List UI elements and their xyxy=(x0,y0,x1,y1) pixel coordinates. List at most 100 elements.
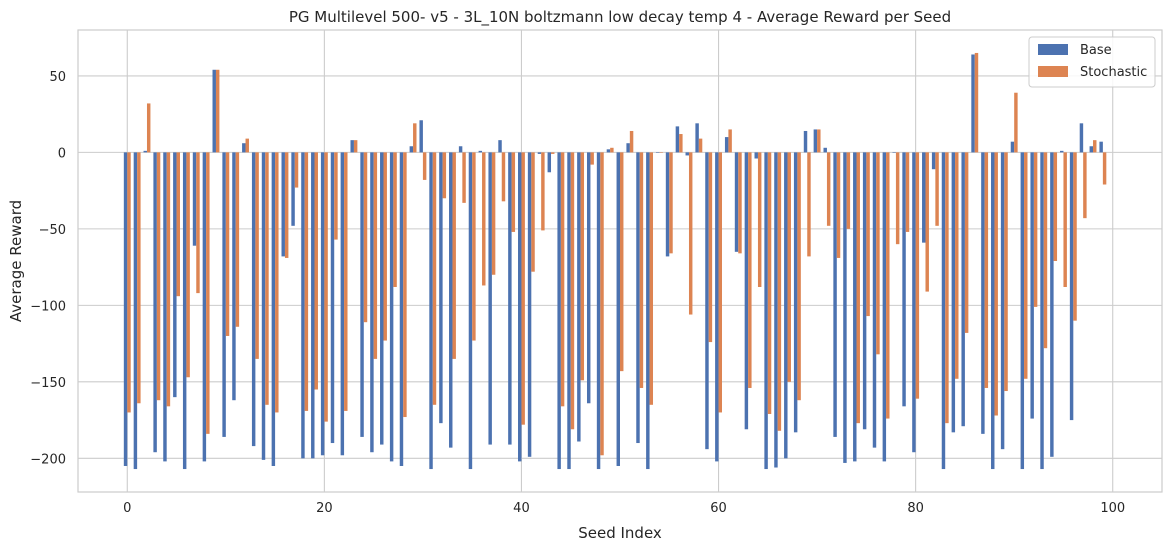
y-tick-label: 50 xyxy=(49,70,66,85)
bar-stochastic-44 xyxy=(560,152,565,407)
bar-base-76 xyxy=(872,152,877,448)
legend-swatch-base xyxy=(1038,44,1068,55)
bar-stochastic-65 xyxy=(767,152,772,414)
chart-title: PG Multilevel 500- v5 - 3L_10N boltzmann… xyxy=(289,8,951,27)
bar-base-2 xyxy=(143,150,147,153)
bar-stochastic-12 xyxy=(245,138,249,153)
bar-stochastic-29 xyxy=(413,123,417,153)
bar-stochastic-17 xyxy=(294,152,299,188)
bar-stochastic-55 xyxy=(669,152,673,254)
x-tick-label: 80 xyxy=(907,501,924,516)
x-tick-label: 100 xyxy=(1100,501,1125,516)
bar-base-44 xyxy=(557,152,561,470)
bar-base-57 xyxy=(685,152,689,156)
bar-base-27 xyxy=(389,152,394,462)
bar-base-87 xyxy=(981,152,985,434)
bar-base-78 xyxy=(892,152,896,153)
bar-stochastic-35 xyxy=(472,152,476,341)
bar-base-93 xyxy=(1040,152,1044,470)
bar-stochastic-49 xyxy=(610,147,614,153)
bar-base-9 xyxy=(212,69,216,153)
bar-stochastic-53 xyxy=(649,152,654,405)
bar-base-36 xyxy=(478,150,483,153)
bar-base-20 xyxy=(320,152,325,456)
bar-stochastic-34 xyxy=(462,152,466,203)
bar-stochastic-14 xyxy=(265,152,269,405)
bar-base-21 xyxy=(330,152,335,444)
bar-base-48 xyxy=(596,152,601,470)
bar-stochastic-89 xyxy=(1004,152,1008,392)
bar-base-51 xyxy=(626,143,630,153)
bar-base-34 xyxy=(458,146,463,153)
bar-stochastic-42 xyxy=(541,152,545,231)
bar-stochastic-2 xyxy=(146,103,151,153)
bar-stochastic-61 xyxy=(728,129,732,153)
bar-base-42 xyxy=(537,152,542,154)
bar-stochastic-98 xyxy=(1093,140,1097,153)
bar-stochastic-96 xyxy=(1073,152,1077,321)
bar-base-71 xyxy=(823,147,827,153)
bar-base-74 xyxy=(853,152,857,462)
bar-base-72 xyxy=(833,152,837,437)
bar-base-29 xyxy=(409,146,414,153)
bar-stochastic-38 xyxy=(501,152,506,202)
bar-base-17 xyxy=(291,152,295,226)
bar-stochastic-36 xyxy=(482,152,486,286)
bar-stochastic-83 xyxy=(945,152,949,424)
bar-stochastic-10 xyxy=(225,152,230,336)
bar-base-10 xyxy=(222,152,226,437)
bar-stochastic-19 xyxy=(314,152,318,390)
bar-stochastic-39 xyxy=(511,152,516,232)
bar-base-70 xyxy=(813,129,818,153)
bar-base-14 xyxy=(261,152,266,460)
bar-base-60 xyxy=(715,152,719,462)
bar-stochastic-77 xyxy=(886,152,890,419)
bar-base-99 xyxy=(1099,141,1103,153)
bar-stochastic-70 xyxy=(817,129,821,153)
bar-base-92 xyxy=(1030,152,1034,419)
bar-base-50 xyxy=(616,152,620,466)
bar-stochastic-69 xyxy=(807,152,811,257)
bar-base-33 xyxy=(449,152,453,448)
y-tick-label: −150 xyxy=(30,376,66,391)
bar-stochastic-63 xyxy=(748,152,752,388)
bar-stochastic-21 xyxy=(334,152,338,240)
bar-stochastic-95 xyxy=(1063,152,1067,287)
bar-base-28 xyxy=(399,152,404,466)
x-tick-label: 0 xyxy=(123,501,131,516)
bar-base-53 xyxy=(646,152,650,470)
bar-base-45 xyxy=(567,152,571,470)
bar-stochastic-15 xyxy=(275,152,279,413)
bar-stochastic-24 xyxy=(363,152,368,323)
bar-stochastic-30 xyxy=(422,152,427,180)
bar-stochastic-85 xyxy=(964,152,969,333)
bar-stochastic-43 xyxy=(551,152,555,154)
bar-base-77 xyxy=(882,152,887,462)
bar-stochastic-56 xyxy=(679,134,683,153)
bar-stochastic-99 xyxy=(1102,152,1107,185)
bar-stochastic-84 xyxy=(955,152,959,379)
bar-base-59 xyxy=(705,152,709,450)
bar-base-39 xyxy=(508,152,512,445)
bar-stochastic-90 xyxy=(1014,92,1018,153)
legend-label-stochastic: Stochastic xyxy=(1080,65,1147,80)
x-axis-label: Seed Index xyxy=(578,524,662,542)
bar-stochastic-23 xyxy=(353,140,358,153)
bar-base-19 xyxy=(311,152,315,459)
bar-base-88 xyxy=(991,152,995,470)
bar-stochastic-3 xyxy=(156,152,161,401)
bar-stochastic-4 xyxy=(166,152,171,407)
bar-base-83 xyxy=(941,152,946,470)
bar-base-6 xyxy=(182,152,187,470)
bar-base-98 xyxy=(1089,146,1094,153)
bar-stochastic-73 xyxy=(846,152,851,229)
bar-base-15 xyxy=(271,152,276,466)
bar-stochastic-79 xyxy=(905,152,910,232)
bar-stochastic-41 xyxy=(531,152,535,272)
bar-stochastic-45 xyxy=(570,152,575,430)
bar-base-24 xyxy=(360,152,364,437)
bar-stochastic-22 xyxy=(344,152,348,411)
bar-base-37 xyxy=(488,152,492,445)
bar-base-91 xyxy=(1020,152,1025,470)
